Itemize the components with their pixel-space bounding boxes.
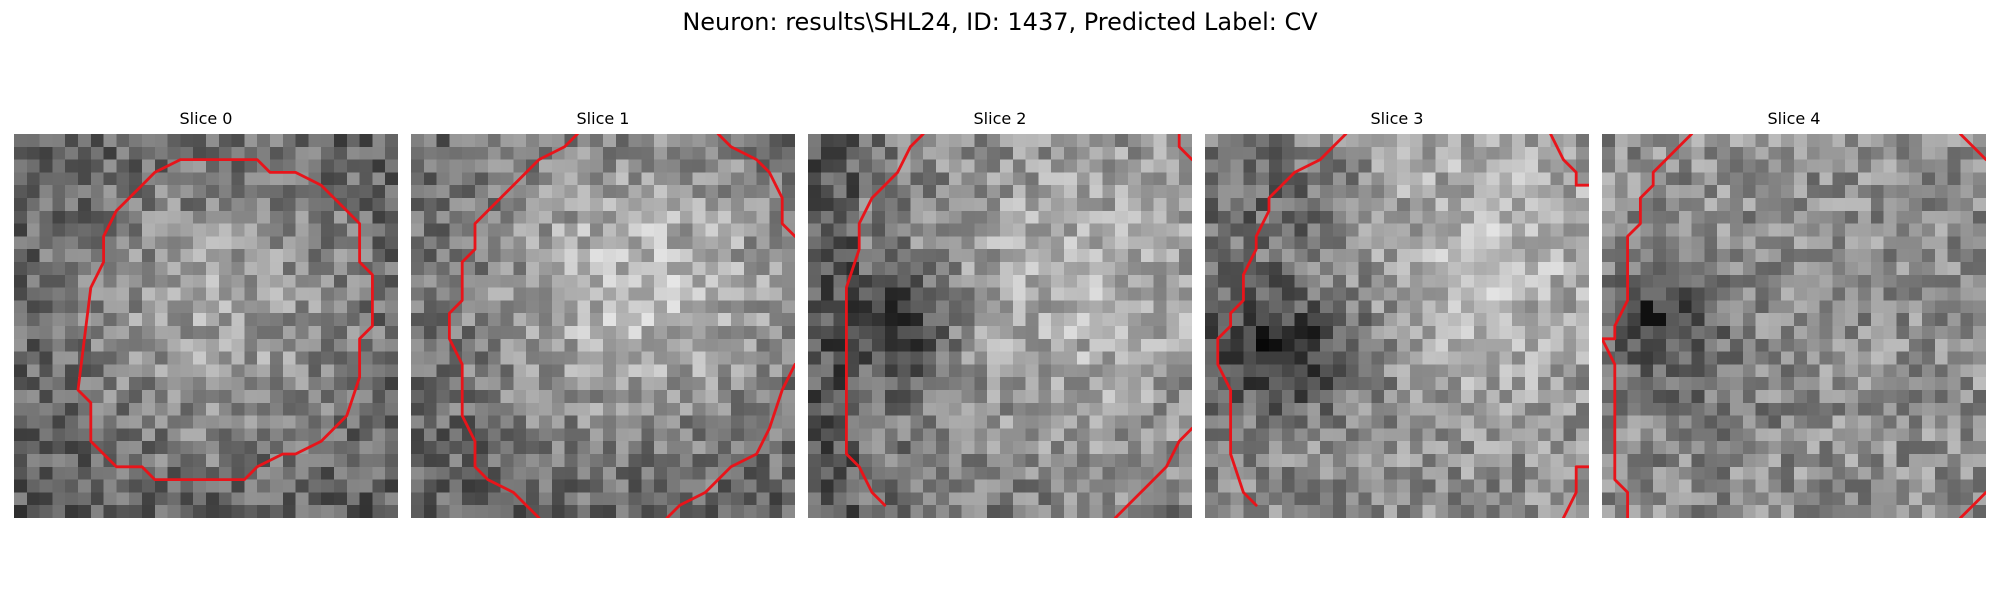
slice-2-contour-1 — [1177, 134, 1192, 162]
slice-3-title: Slice 3 — [1370, 109, 1424, 128]
slice-panel-1: Slice 1 — [411, 108, 795, 518]
slice-1-contour-0 — [447, 134, 579, 518]
slice-4-contour-0 — [1602, 134, 1694, 518]
slice-1-contour-1 — [716, 134, 795, 238]
slice-3-contour-0 — [1216, 134, 1348, 507]
slice-2-contour-2 — [1113, 426, 1192, 518]
slice-3-contour-2 — [1561, 465, 1589, 518]
slice-panel-2: Slice 2 — [808, 108, 1192, 518]
slice-4-title: Slice 4 — [1767, 109, 1821, 128]
slice-4-contour-2 — [1958, 490, 1986, 518]
slice-2-contour-0 — [844, 134, 925, 507]
slice-4-contour-1 — [1958, 134, 1986, 162]
slice-2-image — [808, 134, 1192, 518]
slice-0-contour-0 — [76, 158, 374, 482]
slice-1-title: Slice 1 — [576, 109, 630, 128]
slice-panel-3: Slice 3 — [1205, 108, 1589, 518]
slice-0-title: Slice 0 — [179, 109, 233, 128]
slice-1-image — [411, 134, 795, 518]
slice-3-contour-1 — [1549, 134, 1589, 187]
slice-2-title: Slice 2 — [973, 109, 1027, 128]
figure-title: Neuron: results\SHL24, ID: 1437, Predict… — [682, 8, 1318, 36]
slice-panel-0: Slice 0 — [14, 108, 398, 518]
slice-panel-4: Slice 4 — [1602, 108, 1986, 518]
slice-0-image — [14, 134, 398, 518]
slice-1-contour-2 — [665, 362, 795, 518]
slice-4-image — [1602, 134, 1986, 518]
slice-panels: Slice 0 Slice 1 Slice 2 Slice 3 Slice 4 — [14, 108, 1986, 518]
slice-3-image — [1205, 134, 1589, 518]
